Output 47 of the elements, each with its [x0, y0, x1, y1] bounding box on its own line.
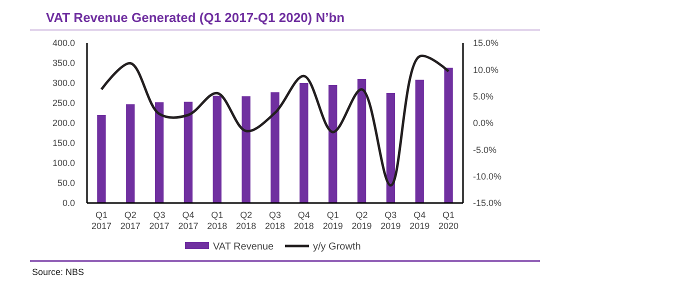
bar — [126, 104, 135, 203]
bar — [357, 79, 366, 203]
x-tick-label: Q3 2017 — [149, 210, 170, 231]
y2-tick-label: -15.0% — [473, 198, 502, 208]
y-tick-label: 0.0 — [62, 198, 75, 208]
y2-tick-label: -10.0% — [473, 171, 502, 182]
x-tick-label: Q4 2019 — [410, 210, 430, 231]
bar — [184, 102, 193, 203]
bar — [154, 102, 164, 203]
legend-label: VAT Revenue — [213, 242, 274, 252]
y-tick-label: 300.0 — [52, 78, 75, 88]
y2-tick-label: 5.0% — [473, 91, 494, 102]
x-tick-label: Q1 2019 — [322, 210, 343, 231]
bar — [444, 68, 453, 203]
bar — [300, 83, 308, 203]
bar — [242, 96, 250, 203]
x-tick-label: Q2 2019 — [352, 210, 372, 231]
x-tick-label: Q1 2017 — [91, 210, 112, 231]
x-tick-label: Q1 2020 — [438, 210, 459, 231]
y2-tick-label: -5.0% — [473, 144, 497, 155]
bar — [97, 115, 106, 203]
bar — [386, 93, 396, 203]
bar — [270, 92, 280, 203]
bar — [212, 96, 222, 203]
source-note: Source: NBS — [32, 267, 84, 277]
x-tick-label: Q3 2018 — [264, 210, 286, 231]
x-tick-label: Q4 2017 — [178, 210, 198, 231]
x-tick-label: Q2 2018 — [236, 210, 256, 231]
chart-title: VAT Revenue Generated (Q1 2017-Q1 2020) N’bn — [46, 10, 345, 25]
y-tick-label: 400.0 — [52, 38, 75, 48]
bar — [328, 85, 338, 203]
x-tick-label: Q1 2018 — [207, 210, 228, 231]
y2-tick-label: 0.0% — [473, 118, 494, 128]
bar — [415, 80, 424, 203]
legend-label: y/y Growth — [313, 242, 361, 252]
y-tick-label: 150.0 — [52, 138, 75, 148]
x-tick-label: Q4 2018 — [294, 210, 314, 231]
x-tick-label: Q2 2017 — [120, 210, 140, 231]
y2-tick-label: 15.0% — [473, 38, 499, 48]
y-tick-label: 50.0 — [57, 178, 75, 188]
y-tick-label: 350.0 — [52, 58, 75, 68]
line-series — [100, 54, 450, 187]
y2-tick-label: 10.0% — [473, 64, 499, 75]
y-tick-label: 100.0 — [52, 158, 75, 168]
x-tick-label: Q3 2019 — [380, 210, 401, 231]
y-tick-label: 200.0 — [52, 118, 75, 128]
y-tick-label: 250.0 — [52, 98, 75, 108]
